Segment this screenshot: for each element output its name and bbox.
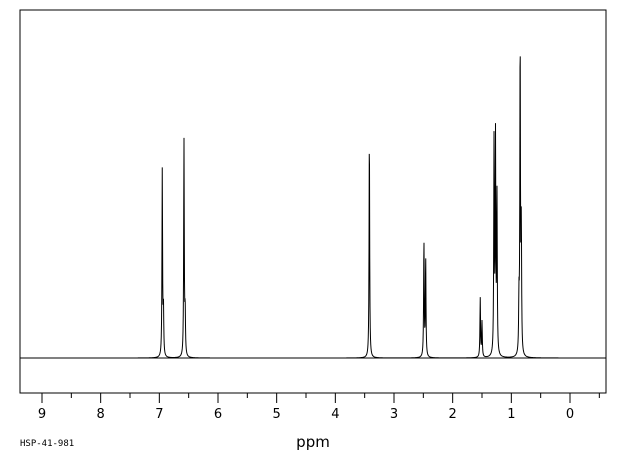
x-axis-label: ppm: [296, 433, 330, 451]
peak-4: [369, 133, 370, 134]
x-tick-label-4: 4: [331, 407, 339, 422]
peak-5: [423, 241, 424, 242]
peak-13: [520, 41, 521, 42]
spectrum-line: [20, 56, 606, 359]
x-tick-label-6: 6: [214, 407, 222, 422]
x-axis: 9 8 7 6 5 4 3 2 1 0: [38, 393, 600, 422]
sample-id: HSP-41-981: [20, 439, 74, 449]
x-tick-label-9: 9: [38, 407, 46, 422]
x-tick-label-8: 8: [97, 407, 105, 422]
x-tick-label-1: 1: [507, 407, 515, 422]
x-tick-label-2: 2: [449, 407, 457, 422]
peak-markers: [162, 41, 522, 324]
x-tick-label-7: 7: [155, 407, 163, 422]
x-tick-label-0: 0: [566, 407, 574, 422]
plot-frame: [19, 9, 607, 394]
x-tick-label-5: 5: [273, 407, 281, 422]
x-tick-label-3: 3: [390, 407, 398, 422]
